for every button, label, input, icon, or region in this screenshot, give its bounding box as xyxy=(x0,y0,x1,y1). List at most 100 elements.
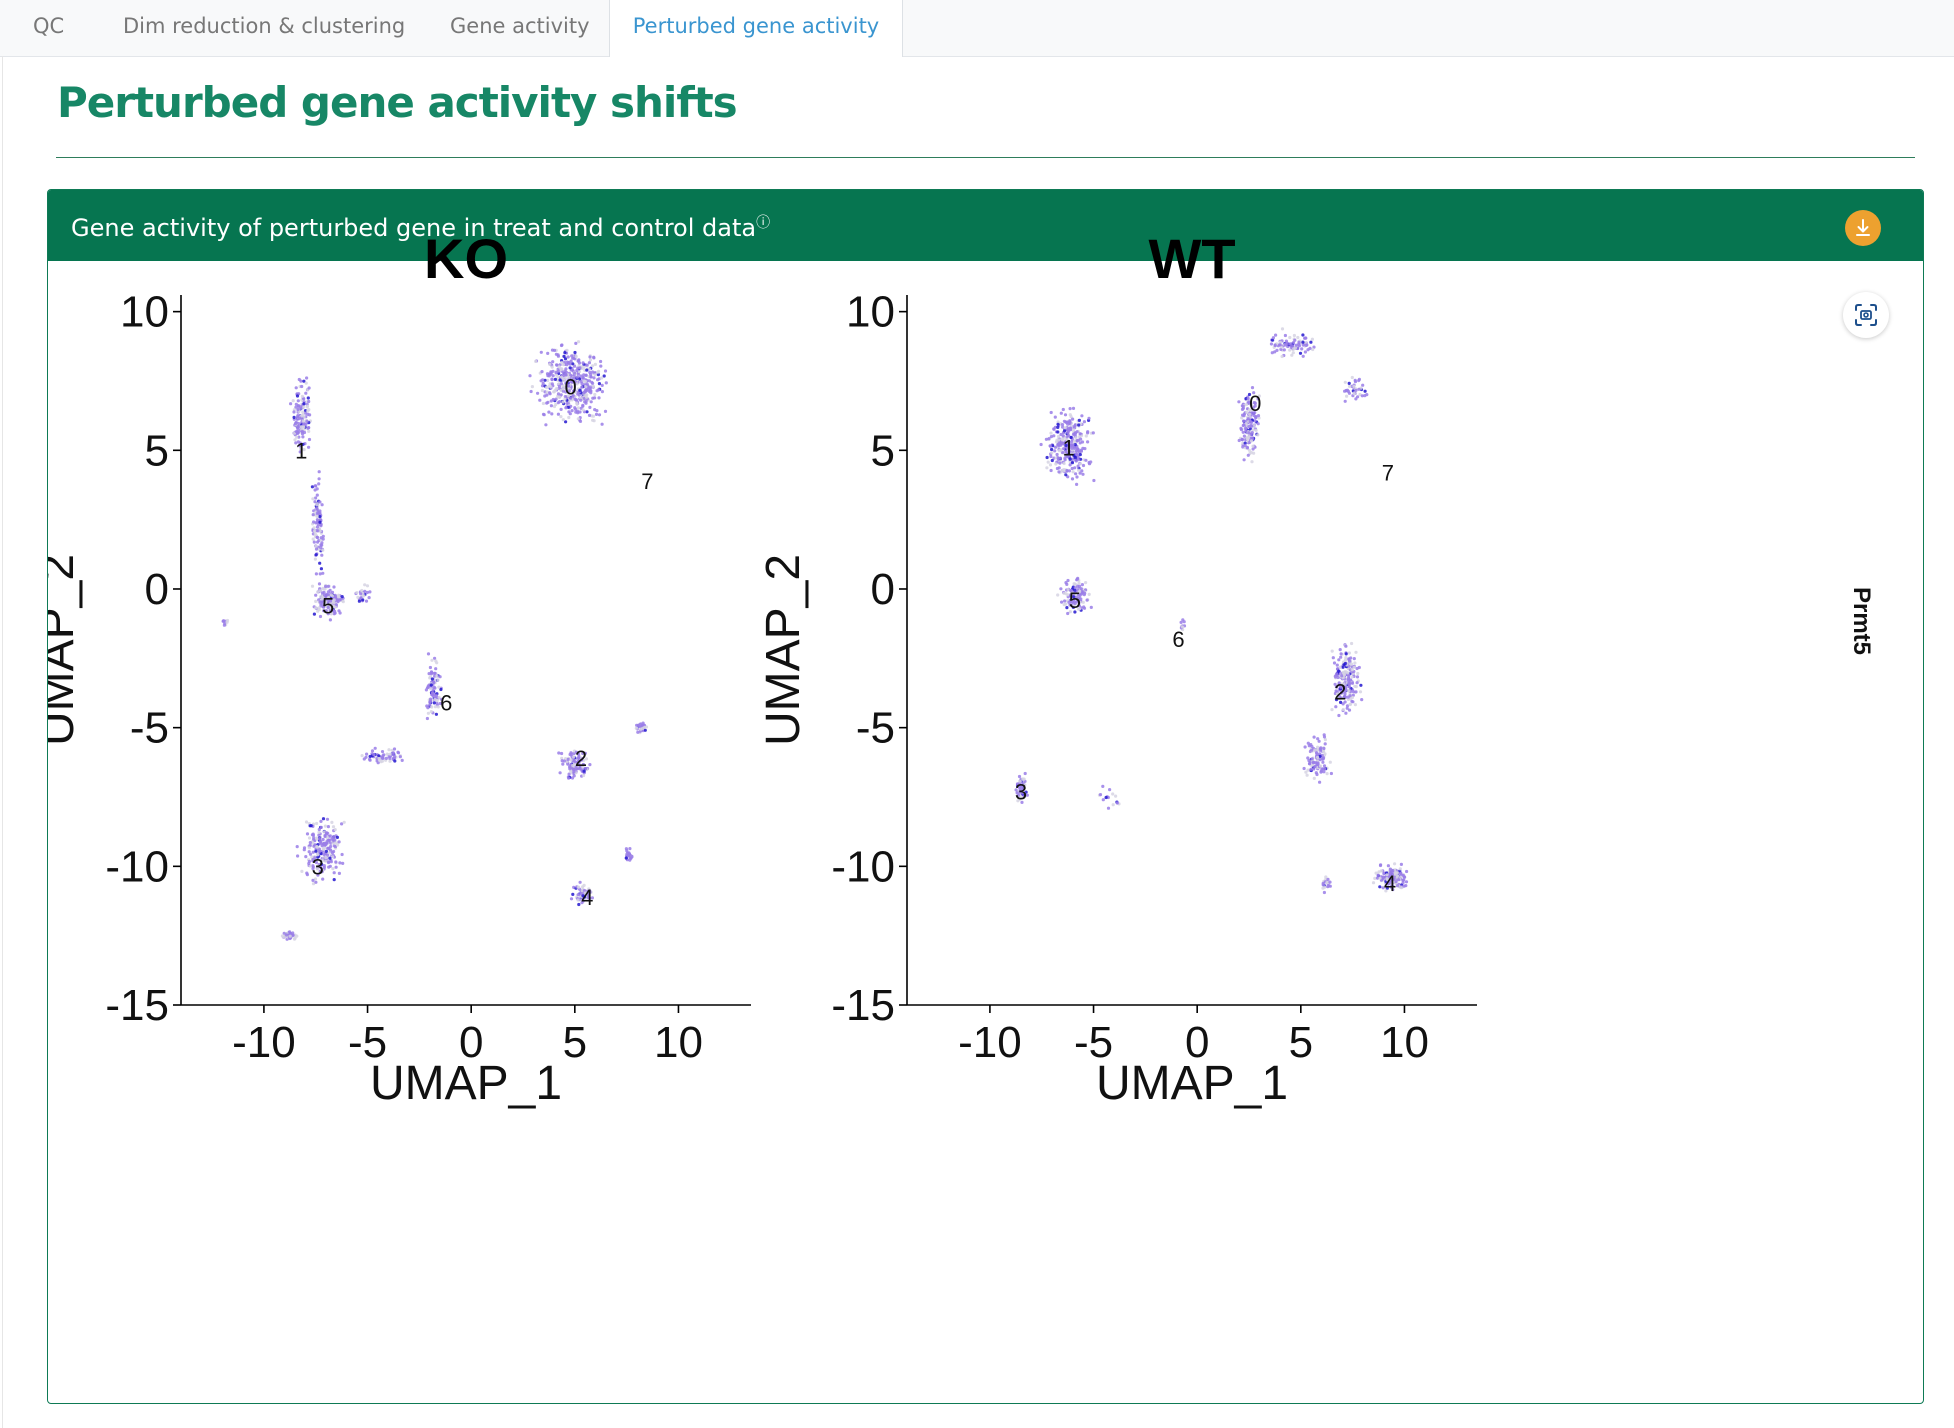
cell-point xyxy=(582,379,586,383)
tab-qc[interactable]: QC xyxy=(33,14,65,38)
cell-point xyxy=(567,772,571,776)
cell-point xyxy=(589,375,593,379)
title-divider xyxy=(56,157,1915,158)
cell-point xyxy=(1350,641,1354,646)
cell-point xyxy=(1323,885,1327,889)
cell-point xyxy=(1081,463,1086,468)
cell-point xyxy=(550,378,554,382)
cell-point xyxy=(565,401,569,405)
cell-point xyxy=(1302,766,1306,771)
cell-point xyxy=(1091,431,1095,435)
panel-title: WT xyxy=(1148,227,1235,290)
download-button[interactable] xyxy=(1845,210,1881,246)
cell-point xyxy=(311,857,315,862)
cell-point xyxy=(1312,776,1316,781)
cell-point xyxy=(434,667,438,671)
cluster-label: 6 xyxy=(440,691,452,716)
cell-point xyxy=(284,933,289,937)
cell-point xyxy=(1044,437,1048,441)
cell-point xyxy=(1271,336,1275,340)
cell-point xyxy=(365,590,369,595)
cell-point xyxy=(540,370,544,374)
x-tick-label: -5 xyxy=(348,1018,387,1067)
y-axis-title: UMAP_2 xyxy=(48,554,84,746)
cell-point xyxy=(593,396,597,400)
cell-point xyxy=(1352,657,1356,661)
cell-point xyxy=(330,820,334,825)
cell-point xyxy=(1343,399,1347,403)
screenshot-icon xyxy=(1855,304,1877,326)
cell-point xyxy=(307,437,312,442)
cell-point xyxy=(1332,661,1337,665)
cell-point xyxy=(576,885,581,889)
cell-point xyxy=(1071,598,1076,602)
cell-point xyxy=(1047,437,1051,441)
cell-point xyxy=(1397,878,1401,882)
cell-point xyxy=(319,536,323,540)
cell-point xyxy=(368,590,372,594)
cell-point xyxy=(1058,461,1062,465)
cell-point xyxy=(1072,446,1077,450)
cell-point xyxy=(340,852,344,857)
cell-point xyxy=(558,378,562,382)
cell-point xyxy=(1075,482,1079,486)
cell-point xyxy=(1053,445,1058,449)
cell-point xyxy=(302,846,307,850)
cell-point xyxy=(393,759,397,763)
cell-point xyxy=(581,408,585,412)
cell-point xyxy=(1385,877,1389,881)
cell-point xyxy=(1316,745,1320,749)
cell-point xyxy=(1309,767,1313,771)
cell-point xyxy=(592,376,596,380)
y-tick-label: 5 xyxy=(871,426,895,475)
cell-point xyxy=(1350,675,1354,679)
cell-point xyxy=(1339,700,1343,704)
cell-point xyxy=(1322,890,1326,895)
cell-point xyxy=(1315,752,1319,756)
tab-gene-activity[interactable]: Gene activity xyxy=(450,14,590,38)
tab-dim-reduction-clustering[interactable]: Dim reduction & clustering xyxy=(123,14,406,38)
cell-point xyxy=(1086,431,1090,435)
tab-perturbed-gene-activity[interactable]: Perturbed gene activity xyxy=(609,0,903,57)
cell-point xyxy=(1347,689,1351,693)
cell-point xyxy=(591,370,595,374)
cell-point xyxy=(304,381,308,385)
cell-point xyxy=(566,355,570,359)
cell-point xyxy=(377,754,381,758)
cell-point xyxy=(584,757,589,761)
cell-point xyxy=(1348,659,1352,663)
cell-point xyxy=(530,385,534,389)
cell-point xyxy=(1327,884,1331,888)
cell-point xyxy=(1065,446,1069,450)
cell-point xyxy=(634,726,638,730)
x-tick-label: 10 xyxy=(654,1018,703,1067)
cell-point xyxy=(300,394,304,398)
cell-point xyxy=(427,672,431,676)
cell-point xyxy=(1305,773,1309,777)
cell-point xyxy=(627,852,631,856)
cell-point xyxy=(577,363,581,367)
cell-point xyxy=(326,831,330,835)
screenshot-button[interactable] xyxy=(1843,292,1889,338)
cell-point xyxy=(1073,610,1077,614)
cell-point xyxy=(304,391,308,395)
cell-point xyxy=(1247,425,1251,429)
cell-point xyxy=(326,593,330,597)
cell-point xyxy=(305,404,310,408)
cell-point xyxy=(292,410,296,414)
cell-point xyxy=(288,934,292,938)
cell-point xyxy=(1325,772,1329,776)
cell-point xyxy=(372,752,376,757)
cell-point xyxy=(323,824,327,828)
cell-point xyxy=(1101,784,1105,789)
cell-point xyxy=(1078,600,1082,604)
cell-point xyxy=(393,755,397,759)
cell-point xyxy=(565,388,569,392)
cell-point xyxy=(566,361,571,365)
cell-point xyxy=(557,365,561,369)
cell-point xyxy=(1066,593,1070,597)
cell-point xyxy=(1347,708,1352,712)
cell-point xyxy=(1061,407,1065,412)
info-icon[interactable]: ⓘ xyxy=(756,215,771,231)
cell-point xyxy=(300,429,304,434)
